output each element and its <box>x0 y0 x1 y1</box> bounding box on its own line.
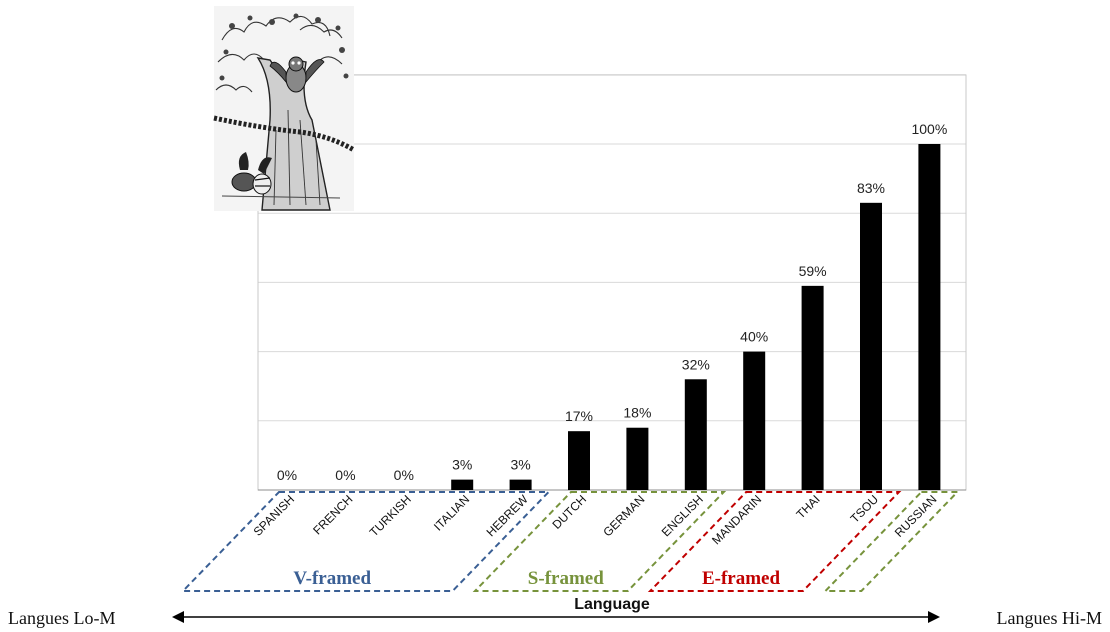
category-label-french: FRENCH <box>310 492 355 537</box>
category-label-dutch: DUTCH <box>550 492 590 532</box>
value-label-german: 18% <box>623 405 651 421</box>
category-label-german: GERMAN <box>600 492 647 539</box>
bar-thai <box>802 286 824 490</box>
value-label-dutch: 17% <box>565 408 593 424</box>
category-label-italian: ITALIAN <box>431 492 472 533</box>
bar-english <box>685 379 707 490</box>
group-label-2: E-framed <box>702 568 781 589</box>
morphology-scale-axis: Langues Lo-M Langues Hi-M <box>8 608 1102 628</box>
category-label-english: ENGLISH <box>659 492 706 539</box>
category-label-thai: THAI <box>793 492 822 521</box>
bar-italian <box>451 480 473 490</box>
bar-german <box>626 428 648 490</box>
bars <box>451 144 940 490</box>
value-label-russian: 100% <box>911 121 947 137</box>
bar-mandarin <box>743 352 765 490</box>
arrow-left-icon <box>172 611 184 623</box>
group-label-1: S-framed <box>528 568 604 589</box>
category-label-hebrew: HEBREW <box>484 492 532 540</box>
group-box-3 <box>825 492 957 591</box>
value-label-mandarin: 40% <box>740 329 768 345</box>
arrow-right-icon <box>928 611 940 623</box>
owl-tree-engraving-icon <box>214 6 354 211</box>
value-label-english: 32% <box>682 356 710 372</box>
bar-hebrew <box>510 480 532 490</box>
value-label-turkish: 0% <box>394 467 414 483</box>
value-label-tsou: 83% <box>857 180 885 196</box>
x-axis-title: Language <box>574 596 650 613</box>
value-label-italian: 3% <box>452 457 472 473</box>
bar-tsou <box>860 203 882 490</box>
category-label-tsou: TSOU <box>848 492 881 525</box>
scale-right-label: Langues Hi-M <box>997 608 1102 628</box>
category-labels: SPANISH FRENCH TURKISH ITALIAN HEBREW DUTCH GE… <box>251 492 940 548</box>
value-label-thai: 59% <box>799 263 827 279</box>
bar-russian <box>918 144 940 490</box>
bar-dutch <box>568 431 590 490</box>
value-label-hebrew: 3% <box>510 457 530 473</box>
value-labels: 0% 0% 0% 3% 3% 17% 18% 32% 40% 59% 83% 100% <box>277 121 947 483</box>
group-label-0: V-framed <box>293 568 371 589</box>
scale-left-label: Langues Lo-M <box>8 608 115 628</box>
category-label-mandarin: MANDARIN <box>709 492 764 547</box>
gridlines <box>258 75 966 421</box>
value-label-spanish: 0% <box>277 467 297 483</box>
category-label-turkish: TURKISH <box>367 492 414 539</box>
value-label-french: 0% <box>335 467 355 483</box>
